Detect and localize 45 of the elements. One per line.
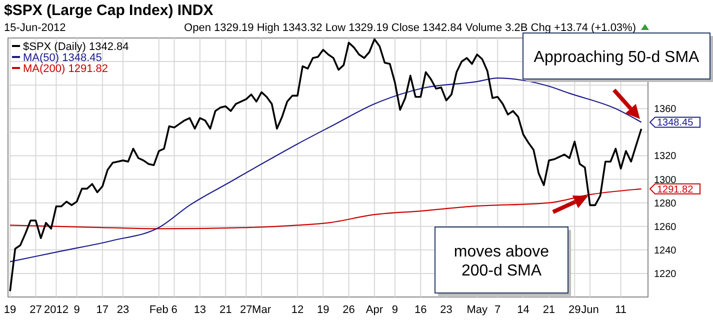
x-tick-label: Feb	[149, 304, 168, 316]
x-tick-label: May	[466, 304, 488, 316]
x-tick-label: 6	[171, 304, 178, 316]
line-series	[10, 188, 642, 230]
x-tick-label: 21	[542, 304, 556, 316]
x-tick-label: 13	[194, 304, 206, 316]
x-tick-label: 14	[517, 304, 530, 316]
y-tick-label: 1320	[654, 151, 677, 162]
x-tick-label: Apr	[366, 304, 384, 316]
x-tick-label: 19	[317, 304, 330, 316]
y-tick-label: 1240	[654, 245, 677, 256]
x-tick-label: 27	[240, 304, 252, 316]
data-label: 1291.82	[657, 184, 694, 196]
x-tick-label: 17	[96, 304, 109, 316]
x-tick-label: 9	[74, 304, 80, 316]
x-tick-label: 11	[615, 304, 627, 316]
data-label: 1348.45	[657, 118, 694, 129]
x-tick-label: 21	[219, 304, 232, 316]
x-tick-label: 23	[440, 304, 452, 316]
chart-title: $SPX (Large Cap Index) INDX	[4, 2, 214, 19]
x-tick-label: 12	[291, 304, 304, 316]
x-tick-label: 29	[568, 304, 581, 316]
x-tick-label: 16	[414, 304, 427, 316]
chart-subtitle: 15-Jun-2012	[4, 22, 66, 34]
y-tick-label: 1360	[654, 104, 677, 116]
x-tick-label: Jun	[581, 304, 599, 316]
y-tick-label: 1220	[654, 268, 677, 280]
annotation: Approaching 50-d SMA	[534, 49, 700, 66]
y-tick-label: 1280	[654, 198, 677, 210]
text: Open 1329.19 High 1343.32 Low 1329.19 Close 1342.84 Volume 3.2B Chg +13.74 (+1.03%)	[184, 22, 636, 34]
legend-label: MA(200) 1291.82	[23, 63, 108, 75]
x-tick-label: 27	[30, 304, 42, 316]
legend-label: MA(50) 1348.45	[23, 52, 102, 64]
x-tick-label: 23	[116, 304, 130, 316]
y-tick-label: 1260	[654, 222, 677, 233]
x-tick-label: 2012	[44, 304, 68, 316]
legend-label: $SPX (Daily) 1342.84	[23, 41, 129, 53]
x-tick-label: Mar	[252, 304, 272, 316]
y-tick-label: 1300	[654, 174, 677, 186]
x-tick-label: 9	[392, 304, 398, 316]
annotation: moves above 200-d SMA	[454, 244, 550, 280]
line-series	[10, 77, 642, 262]
x-tick-label: 7	[494, 304, 501, 316]
x-tick-label: 19	[4, 304, 16, 316]
x-tick-label: 26	[342, 304, 355, 316]
